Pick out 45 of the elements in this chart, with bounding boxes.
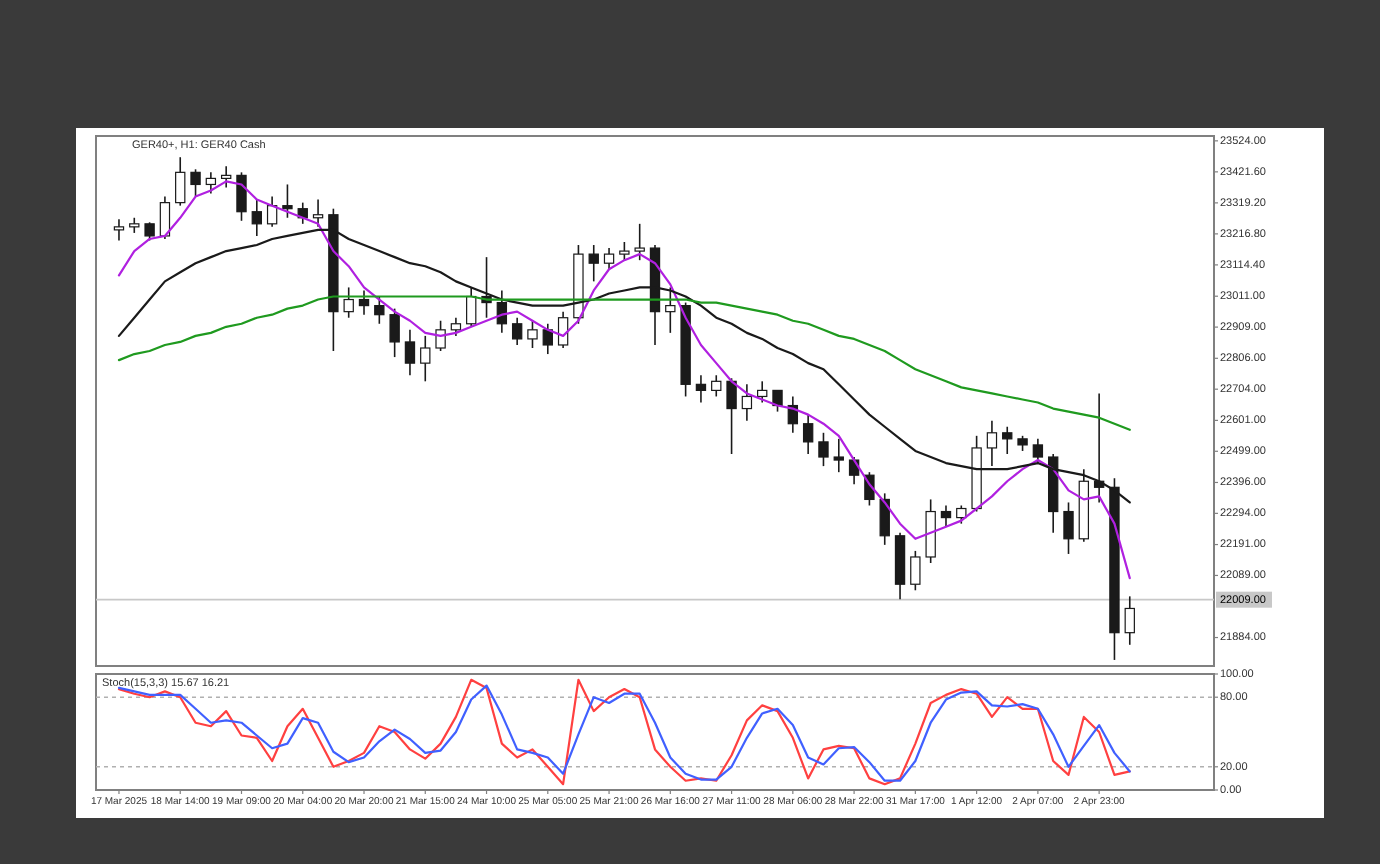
candlestick	[879, 492, 890, 546]
candlestick	[236, 171, 247, 222]
candlestick	[251, 198, 262, 237]
candlestick	[634, 223, 645, 261]
candlestick	[282, 183, 293, 219]
candlestick	[113, 218, 125, 242]
candlestick	[190, 168, 201, 198]
line-series	[117, 295, 1131, 431]
candlestick	[1002, 425, 1013, 455]
candlestick	[358, 289, 370, 316]
candlestick	[711, 374, 722, 398]
candlestick	[542, 322, 553, 355]
candlestick	[220, 165, 232, 189]
candlestick	[1063, 501, 1074, 555]
candlestick	[588, 244, 599, 283]
candlestick	[435, 319, 446, 352]
candlestick	[374, 295, 385, 325]
candlestick	[1032, 438, 1044, 464]
candlestick	[511, 316, 523, 346]
candlestick	[603, 247, 615, 271]
candlestick	[802, 413, 814, 455]
candlestick	[818, 432, 829, 467]
candlestick	[757, 380, 768, 404]
candlestick	[772, 389, 783, 413]
candlestick	[695, 374, 707, 404]
candlestick	[619, 241, 630, 261]
candlestick	[940, 504, 952, 528]
candlestick	[726, 377, 737, 455]
candlestick	[404, 329, 416, 377]
candlestick	[420, 335, 431, 383]
candlestick	[833, 438, 844, 473]
candlestick	[956, 504, 967, 525]
candlestick	[389, 307, 400, 358]
candlestick	[1124, 595, 1135, 646]
candlestick	[450, 316, 462, 337]
candlestick	[986, 419, 998, 467]
candlestick	[665, 286, 676, 334]
candlestick	[159, 195, 171, 240]
candlestick	[205, 171, 217, 195]
candlestick	[910, 550, 921, 592]
candlestick	[925, 498, 936, 564]
candlestick	[343, 286, 354, 319]
candlestick	[741, 383, 753, 422]
candlestick	[175, 156, 186, 207]
candlestick	[527, 319, 538, 349]
